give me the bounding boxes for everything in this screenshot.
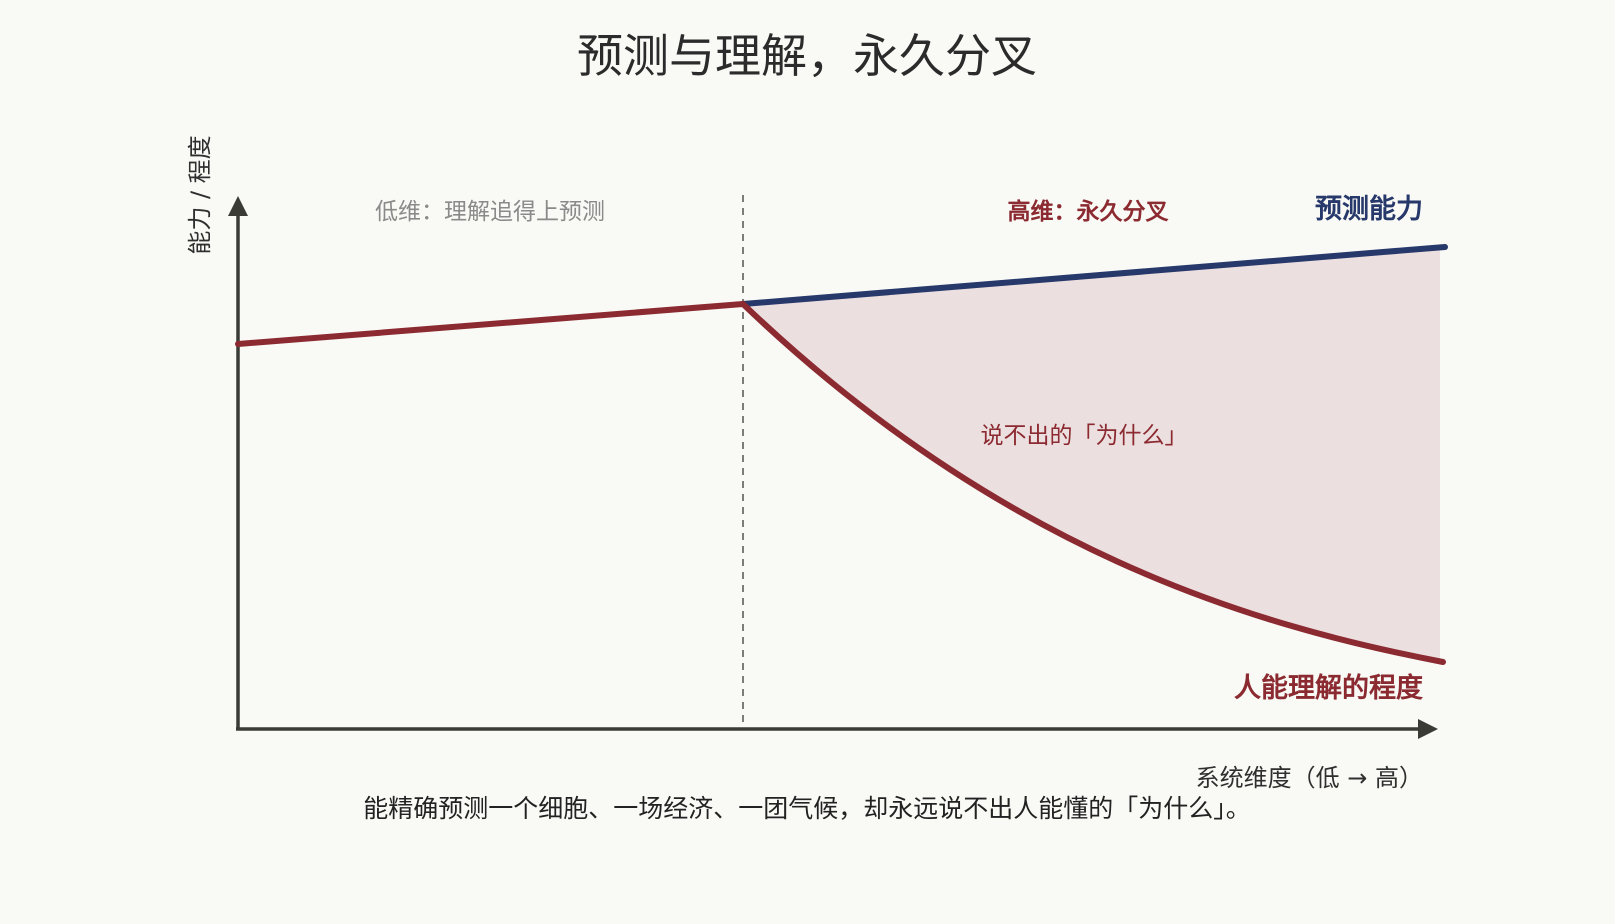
x-axis-label: 系统维度（低 → 高） <box>1196 764 1423 792</box>
shared-curve-low <box>235 301 746 347</box>
region-label-high: 高维：永久分叉 <box>1008 198 1169 225</box>
y-axis-label: 能力 / 程度 <box>186 135 214 254</box>
gap-area <box>743 247 1440 662</box>
prediction-curve <box>740 244 1448 307</box>
page-title: 预测与理解，永久分叉 <box>577 29 1037 83</box>
gap-label: 说不出的「为什么」 <box>981 423 1188 449</box>
understanding-curve-label: 人能理解的程度 <box>1234 672 1423 704</box>
y-axis-arrow-icon <box>228 196 248 216</box>
understanding-curve <box>740 301 1446 665</box>
x-axis-arrow-icon <box>1418 719 1438 739</box>
prediction-curve-label: 预测能力 <box>1315 193 1423 225</box>
region-label-low: 低维：理解追得上预测 <box>375 199 605 225</box>
caption: 能精确预测一个细胞、一场经济、一团气候，却永远说不出人能懂的「为什么」。 <box>363 794 1251 823</box>
